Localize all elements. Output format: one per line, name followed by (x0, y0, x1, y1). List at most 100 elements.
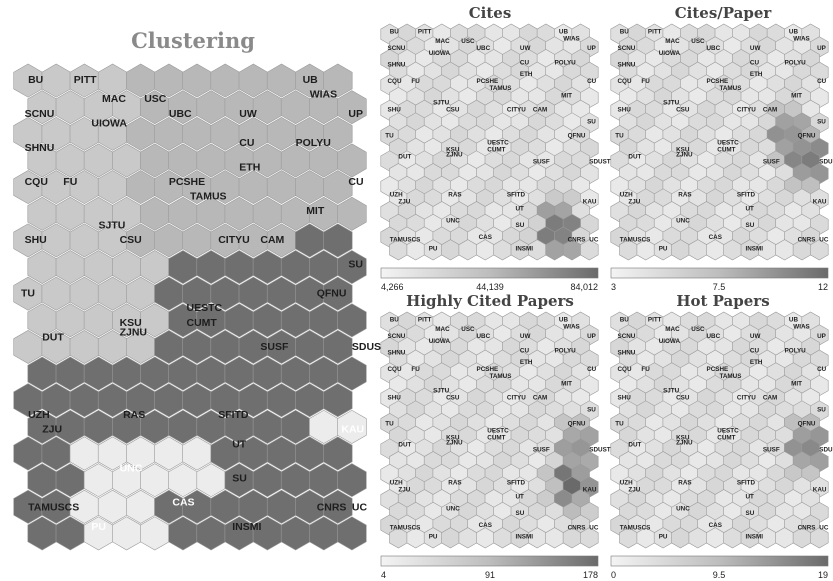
hex-cell (337, 143, 367, 178)
hex-cell (266, 276, 297, 311)
hex-cell (69, 383, 100, 418)
map-label: UBC (477, 45, 491, 52)
map-label: PCSHE (707, 366, 729, 373)
map-label: CU (587, 78, 597, 85)
map-label: RAS (448, 191, 461, 198)
map-label: SCNU (388, 333, 406, 340)
map-label: UNC (446, 217, 460, 224)
map-label: SHNU (618, 62, 636, 69)
map-label: INSMI (746, 246, 764, 253)
hex-cell (323, 489, 353, 524)
map-label: DUT (398, 442, 411, 449)
hex-cell (168, 409, 198, 444)
map-label: UW (520, 333, 531, 340)
hex-cell (140, 516, 170, 551)
hex-cell (238, 63, 268, 98)
map-label: QFNU (568, 132, 586, 139)
map-label: KSU (676, 147, 690, 154)
map-label: SJTU (99, 220, 126, 232)
map-label: PCSHE (477, 78, 499, 85)
cites-colorbar (380, 267, 599, 279)
map-label: PU (659, 534, 668, 541)
map-label: CQU (25, 176, 48, 188)
hex-cell (252, 356, 283, 391)
hex-cell (196, 250, 226, 284)
map-label: KSU (120, 317, 142, 329)
map-label: PU (429, 534, 438, 541)
cites-per-paper-colorbar-max: 12 (818, 282, 828, 292)
map-label: BU (28, 74, 43, 86)
hex-cell (252, 463, 283, 498)
map-label: UW (520, 45, 531, 52)
map-label: CNRS (568, 236, 586, 243)
cites-colorbar-max: 84,012 (570, 282, 598, 292)
hex-cell (309, 463, 339, 498)
hex-cell (27, 463, 57, 498)
map-label: MIT (791, 380, 802, 387)
map-label: DUT (628, 442, 641, 449)
map-label: INSMI (746, 534, 764, 541)
map-label: CITYU (507, 395, 526, 402)
hex-cell (252, 303, 283, 338)
map-label: UB (789, 317, 799, 324)
hex-cell (168, 250, 198, 284)
hex-cell (323, 223, 353, 258)
map-label: QFNU (317, 288, 347, 300)
hex-cell (55, 516, 85, 551)
map-label: UBC (169, 108, 192, 120)
hex-cell (295, 170, 325, 205)
map-label: USC (461, 326, 475, 333)
map-label: TAMUS (720, 373, 742, 380)
map-label: ZJNU (446, 151, 463, 158)
map-label: RAS (678, 479, 691, 486)
map-label: SFITD (507, 191, 526, 198)
map-label: PU (659, 246, 668, 253)
map-label: UNC (676, 505, 690, 512)
hex-cell (238, 489, 268, 524)
hex-cell (266, 63, 297, 98)
map-label: SHNU (388, 62, 406, 69)
hex-cell (140, 250, 170, 284)
hex-cell (97, 170, 128, 205)
map-label: WIAS (563, 36, 579, 43)
map-label: UIOWA (659, 50, 681, 57)
map-label: ZJNU (446, 439, 463, 446)
hex-cell (280, 516, 311, 551)
map-label: MIT (791, 92, 802, 99)
hex-cell (309, 250, 339, 284)
cites-colorbar-min: 4,266 (381, 282, 404, 292)
map-label: UP (817, 333, 826, 340)
cites-title: Cites (469, 4, 512, 22)
hex-cell (238, 276, 268, 311)
map-label: PU (91, 521, 106, 533)
map-label: MAC (665, 38, 680, 45)
map-label: BU (390, 317, 400, 324)
map-label: UIOWA (429, 338, 451, 345)
map-label: CU (750, 347, 760, 354)
map-label: CSU (120, 234, 142, 246)
hex-cell (55, 196, 85, 231)
hex-cell (55, 356, 85, 391)
map-label: QFNU (568, 420, 586, 427)
map-label: PCSHE (169, 176, 205, 188)
map-label: PCSHE (477, 366, 499, 373)
map-label: BU (620, 317, 630, 324)
hot-papers-hex-grid (610, 311, 829, 549)
hex-cell (337, 303, 367, 338)
hot-papers-colorbar-mid: 9.5 (713, 570, 726, 580)
map-label: UESTC (487, 428, 509, 435)
hex-cell (41, 276, 71, 311)
hex-cell (337, 90, 367, 125)
hex-cell (140, 463, 170, 498)
map-label: PU (429, 246, 438, 253)
map-label: UW (750, 45, 761, 52)
hot-papers-colorbar (610, 555, 829, 567)
hex-cell (83, 303, 114, 338)
hex-cell (196, 356, 226, 391)
hex-cell (140, 356, 170, 391)
map-label: ZJU (42, 424, 62, 436)
map-label: CNRS (798, 236, 816, 243)
map-label: CU (750, 59, 760, 66)
clustering-hex-grid (13, 63, 367, 551)
